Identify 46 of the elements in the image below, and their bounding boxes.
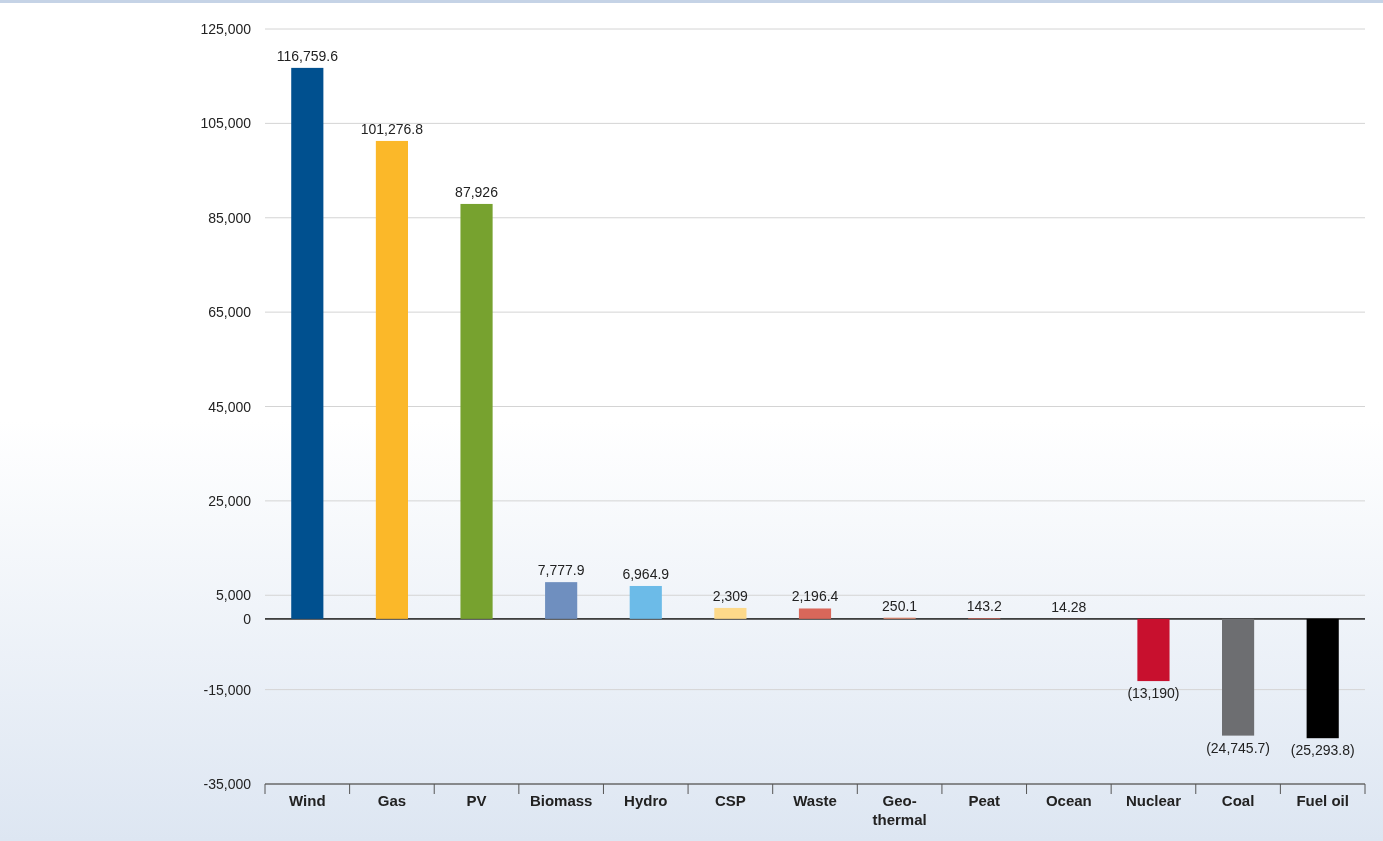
data-label: (25,293.8) [1290,742,1355,759]
y-tick-label: -35,000 [203,776,252,792]
data-label: 6,964.9 [622,565,670,582]
x-tick-label: Waste [793,792,837,809]
data-label: 7,777.9 [537,562,585,579]
data-label: 143.2 [966,598,1002,615]
y-tick-label: 65,000 [208,304,252,321]
data-label: 101,276.8 [360,120,424,137]
x-tick-label: Gas [377,792,407,809]
y-tick-label: 125,000 [200,21,252,37]
y-tick-label: 105,000 [200,115,252,132]
y-tick-label: 25,000 [208,492,252,509]
x-tick-label: Biomass [529,792,593,809]
bar [1222,618,1255,736]
bar [629,585,662,619]
x-tick-label: PV [466,792,487,809]
bar [798,608,832,619]
bar [291,67,324,619]
y-tick-label: 85,000 [208,209,252,226]
data-label: 2,196.4 [791,588,839,605]
data-label: 116,759.6 [276,47,339,64]
data-label: 2,309 [712,587,749,604]
x-tick-label: Ocean [1045,792,1092,809]
data-label: 14.28 [1051,598,1087,615]
bar [714,607,747,619]
x-tick-label: Peat [968,792,1001,809]
data-label: 250.1 [882,597,918,614]
y-tick-label: 0 [243,610,252,627]
x-tick-label: Hydro [624,792,668,809]
data-label: (24,745.7) [1206,739,1270,756]
data-label: (13,190) [1127,685,1180,702]
x-tick-label: Wind [289,792,326,809]
x-tick-label: Geo-thermal [872,792,927,828]
bar [545,582,578,619]
x-tick-label: Fuel oil [1296,792,1349,809]
x-tick-label: Nuclear [1125,792,1182,809]
x-tick-label: Coal [1221,792,1255,809]
y-tick-label: 5,000 [215,587,252,604]
y-tick-label: 45,000 [208,398,252,415]
data-label: 87,926 [455,183,499,200]
bar [375,140,408,619]
bar [460,203,493,619]
x-tick-label: CSP [714,792,746,809]
bar [1306,618,1339,739]
y-tick-label: -15,000 [203,681,252,698]
bar [1137,618,1170,682]
